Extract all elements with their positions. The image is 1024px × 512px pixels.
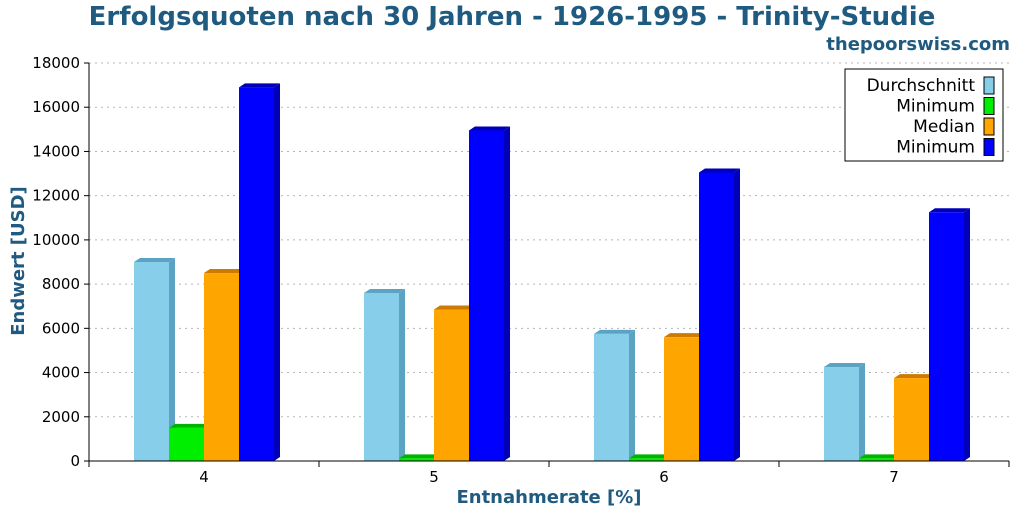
bar xyxy=(434,305,475,461)
bar-top xyxy=(594,329,635,334)
legend-label: Durchschnitt xyxy=(867,76,976,96)
bar-front xyxy=(169,427,204,461)
x-tick-labels: 4 5 6 7 xyxy=(199,468,899,486)
bar-side xyxy=(274,83,280,462)
y-tick-label: 0 xyxy=(70,452,80,470)
bar-top xyxy=(134,258,175,262)
bar-top xyxy=(699,168,740,173)
legend-box xyxy=(844,68,1004,162)
bar-front xyxy=(434,309,469,461)
bar-top xyxy=(859,454,900,459)
bar xyxy=(469,126,510,461)
x-tick-label: 6 xyxy=(659,468,669,486)
bar-front xyxy=(364,292,399,461)
bar xyxy=(824,363,865,461)
bar-top xyxy=(824,363,865,368)
bar-side xyxy=(504,126,510,461)
bar-front xyxy=(399,458,434,461)
bar-side xyxy=(169,258,175,461)
y-tick-label: 10000 xyxy=(32,231,80,249)
legend-swatch xyxy=(983,138,995,156)
bar xyxy=(239,83,280,462)
y-tick-label: 12000 xyxy=(32,187,80,205)
bar xyxy=(134,258,175,461)
y-tick-label: 14000 xyxy=(32,142,80,160)
bar-top xyxy=(204,269,245,274)
bar-top xyxy=(894,374,935,379)
bar-side xyxy=(734,168,740,461)
axes xyxy=(84,62,1010,467)
bar xyxy=(204,269,245,461)
bar-front xyxy=(929,212,964,461)
source-label: thepoorswiss.com xyxy=(826,34,1010,55)
bar-side xyxy=(859,363,865,461)
bar-top xyxy=(399,454,440,459)
bar-front xyxy=(859,458,894,461)
bars xyxy=(134,83,970,462)
x-axis-label: Entnahmerate [%] xyxy=(456,487,641,508)
bar-front xyxy=(469,130,504,461)
legend-label: Minimum xyxy=(896,97,975,117)
legend-swatch xyxy=(983,117,995,136)
y-tick-label: 6000 xyxy=(42,319,80,337)
bar xyxy=(594,329,635,461)
y-tick-label: 2000 xyxy=(42,408,80,426)
bar xyxy=(399,454,440,461)
y-tick-label: 8000 xyxy=(42,275,80,293)
y-axis-label: Endwert [USD] xyxy=(8,186,29,336)
y-tick-label: 16000 xyxy=(32,98,80,116)
bar-top xyxy=(434,305,475,310)
bar-side xyxy=(399,288,405,461)
bar-top xyxy=(664,333,705,338)
bar-top xyxy=(929,208,970,213)
legend-label: Minimum xyxy=(896,138,975,158)
bar-top xyxy=(469,126,510,131)
x-tick-label: 4 xyxy=(199,468,209,486)
bar-front xyxy=(204,273,239,461)
bar-front xyxy=(894,378,929,461)
y-tick-label: 4000 xyxy=(42,364,80,382)
legend-label: Median xyxy=(913,117,975,137)
bar-front xyxy=(134,262,169,461)
bar xyxy=(929,208,970,461)
bar-front xyxy=(824,367,859,461)
bar xyxy=(894,374,935,461)
legend-swatch xyxy=(983,76,995,95)
y-tick-label: 18000 xyxy=(32,54,80,72)
bar-front xyxy=(664,337,699,461)
bar-top xyxy=(364,288,405,293)
bar xyxy=(629,454,670,461)
bar xyxy=(699,168,740,461)
x-tick-label: 7 xyxy=(889,468,899,486)
bar xyxy=(859,454,900,461)
bar-side xyxy=(629,329,635,461)
bar-top xyxy=(239,83,280,88)
bar xyxy=(169,423,210,461)
bar-top xyxy=(169,423,210,428)
bar xyxy=(364,288,405,461)
bar-front xyxy=(699,172,734,461)
chart-title: Erfolgsquoten nach 30 Jahren - 1926-1995… xyxy=(88,2,936,32)
bar-top xyxy=(629,454,670,459)
bar-front xyxy=(239,87,274,462)
x-tick-label: 5 xyxy=(429,468,439,486)
bar-front xyxy=(594,333,629,461)
bar-side xyxy=(964,208,970,461)
legend-swatch xyxy=(983,97,995,115)
bar-front xyxy=(629,458,664,461)
bar xyxy=(664,333,705,461)
y-tick-labels: 0 2000 4000 6000 8000 10000 12000 14000 16000 180… xyxy=(32,54,80,470)
